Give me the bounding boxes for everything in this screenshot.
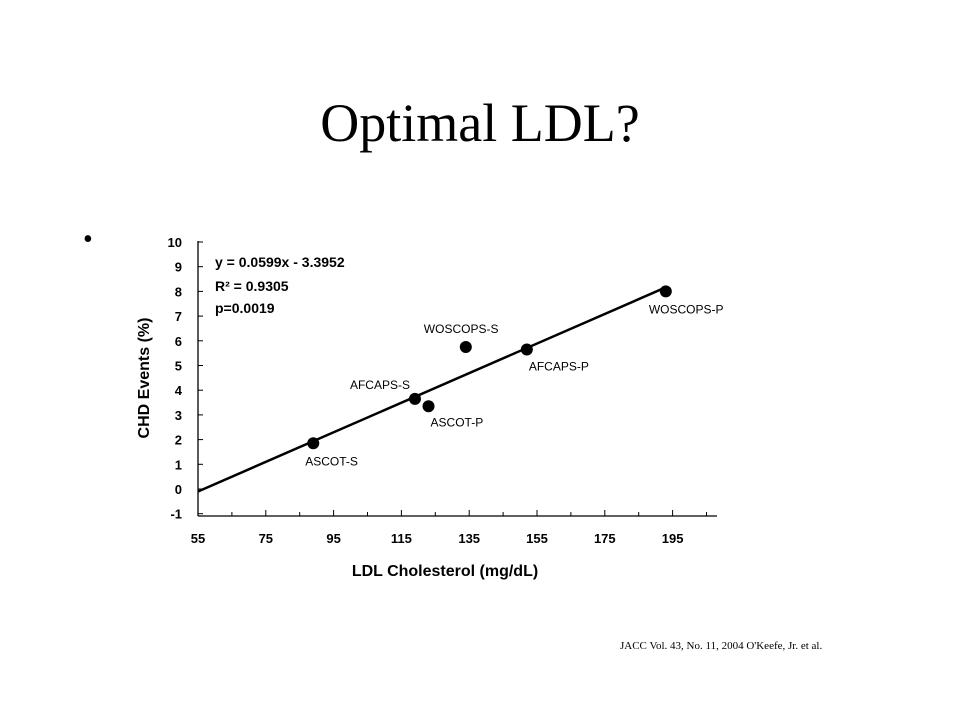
point-label: WOSCOPS-P [649, 302, 724, 316]
point-label: ASCOT-P [431, 415, 484, 429]
regression-annotation: R² = 0.9305 [215, 278, 289, 294]
x-tick-label: 195 [662, 531, 684, 546]
y-tick-label: 3 [175, 408, 182, 423]
x-tick-label: 155 [526, 531, 548, 546]
data-point [520, 343, 533, 356]
y-tick-label: 2 [175, 433, 182, 448]
y-tick-label: 5 [175, 359, 182, 374]
data-point [659, 285, 672, 298]
x-tick-label: 175 [594, 531, 616, 546]
trendline [197, 286, 667, 493]
y-tick-label: 8 [175, 284, 182, 299]
x-tick-label: 115 [391, 531, 412, 546]
point-label: WOSCOPS-S [424, 322, 499, 336]
y-tick-label: 9 [175, 260, 182, 275]
regression-annotation: p=0.0019 [215, 300, 275, 316]
point-label: ASCOT-S [305, 454, 358, 468]
x-tick-label: 135 [458, 531, 480, 546]
data-point [459, 340, 472, 353]
x-tick-label: 95 [326, 531, 340, 546]
data-point [422, 400, 435, 413]
x-tick-label: 55 [191, 531, 205, 546]
y-tick-label: -1 [170, 507, 182, 522]
y-tick-label: 0 [175, 482, 182, 497]
y-tick-label: 6 [175, 334, 182, 349]
y-tick-label: 10 [168, 235, 182, 250]
point-label: AFCAPS-S [350, 378, 410, 392]
citation: JACC Vol. 43, No. 11, 2004 O'Keefe, Jr. … [620, 640, 823, 652]
y-tick-label: 4 [175, 383, 183, 398]
x-axis-title: LDL Cholesterol (mg/dL) [352, 563, 538, 580]
data-point [307, 437, 320, 450]
x-tick-label: 75 [259, 531, 273, 546]
bullet-point: • [83, 224, 93, 255]
data-point [408, 392, 421, 405]
regression-annotation: y = 0.0599x - 3.3952 [215, 254, 345, 270]
point-label: AFCAPS-P [529, 359, 589, 373]
y-axis-title: CHD Events (%) [136, 318, 153, 439]
y-tick-label: 1 [175, 457, 182, 472]
slide-title: Optimal LDL? [320, 93, 640, 153]
y-tick-label: 7 [175, 309, 182, 324]
